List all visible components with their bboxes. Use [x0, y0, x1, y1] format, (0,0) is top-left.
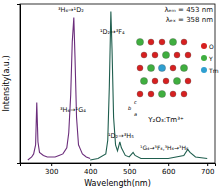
legend-label: Y [208, 55, 213, 62]
x-tick: 700 [201, 163, 214, 176]
legend-label: O [209, 43, 214, 50]
x-tick: 600 [162, 163, 175, 176]
x-tick: 400 [84, 163, 97, 176]
spectrum-line [90, 12, 207, 160]
inset: OY Tm Y₂O₃:Tm³⁺ abc [128, 38, 219, 124]
spectrum-line [28, 18, 90, 160]
atom [181, 91, 187, 97]
legend-label: Tm [208, 67, 219, 74]
x-tick-mark [90, 163, 91, 166]
atom [148, 91, 154, 97]
x-tick-label: 500 [123, 168, 136, 176]
inset-axis-label: a [134, 111, 137, 117]
x-tick-label: 600 [162, 168, 175, 176]
atom [147, 64, 154, 71]
atom [148, 39, 154, 45]
atom [137, 65, 143, 71]
legend-swatch [201, 55, 207, 61]
x-tick: 300 [45, 163, 58, 176]
atom [162, 51, 169, 58]
atom [158, 64, 165, 71]
atom [140, 77, 147, 84]
atom [174, 52, 180, 58]
x-tick-label: 700 [201, 168, 214, 176]
x-tick-mark [51, 163, 52, 166]
atom [185, 78, 191, 84]
x-tick-label: 300 [45, 168, 58, 176]
annotation: ³H₆→¹D₂ [58, 6, 84, 14]
x-tick: 500 [123, 163, 136, 176]
atom [173, 77, 180, 84]
atom [152, 52, 158, 58]
y-axis [17, 5, 21, 164]
atom [159, 39, 165, 45]
plot-frame [20, 4, 215, 163]
x-tick-mark [168, 163, 169, 166]
atom [170, 91, 176, 97]
chart: 300 400 500 600 700 Wavelength(nm) Intensity(a… [0, 0, 220, 189]
atom [152, 78, 158, 84]
y-axis-title: Intensity(a.u.) [2, 55, 11, 111]
atom [185, 52, 191, 58]
atom [137, 91, 143, 97]
annotation: ¹D₂→³H₅ [108, 132, 134, 140]
atom [141, 52, 147, 58]
atom [169, 38, 176, 45]
x-tick-mark [207, 163, 208, 166]
legend-swatch [201, 43, 207, 49]
x-axis-line [21, 164, 216, 167]
annotation: ¹G₄→³F₄,³H₄→³H₆ [140, 144, 189, 151]
atom [181, 39, 187, 45]
inset-axis-label: c [134, 99, 137, 105]
atom [180, 64, 187, 71]
atom [170, 65, 176, 71]
plot-area [28, 12, 207, 160]
y-axis-line [17, 5, 21, 164]
annotation: ¹D₂→³F₄ [100, 28, 125, 36]
x-tick-label: 400 [84, 168, 97, 176]
x-tick-mark [129, 163, 130, 166]
inset-axis-label: b [128, 105, 131, 111]
atom [136, 38, 143, 45]
annotation: ³H₆→¹G₄ [60, 106, 86, 114]
inset-title: Y₂O₃:Tm³⁺ [147, 116, 184, 124]
annotation: λₑₓ = 358 nm [166, 16, 214, 24]
x-axis: 300 400 500 600 700 [21, 163, 216, 176]
atom [158, 90, 165, 97]
x-axis-title: Wavelength(nm) [84, 179, 151, 188]
atom [163, 78, 169, 84]
legend-swatch [201, 67, 207, 73]
annotation: λₑₘ = 453 nm [164, 6, 213, 14]
